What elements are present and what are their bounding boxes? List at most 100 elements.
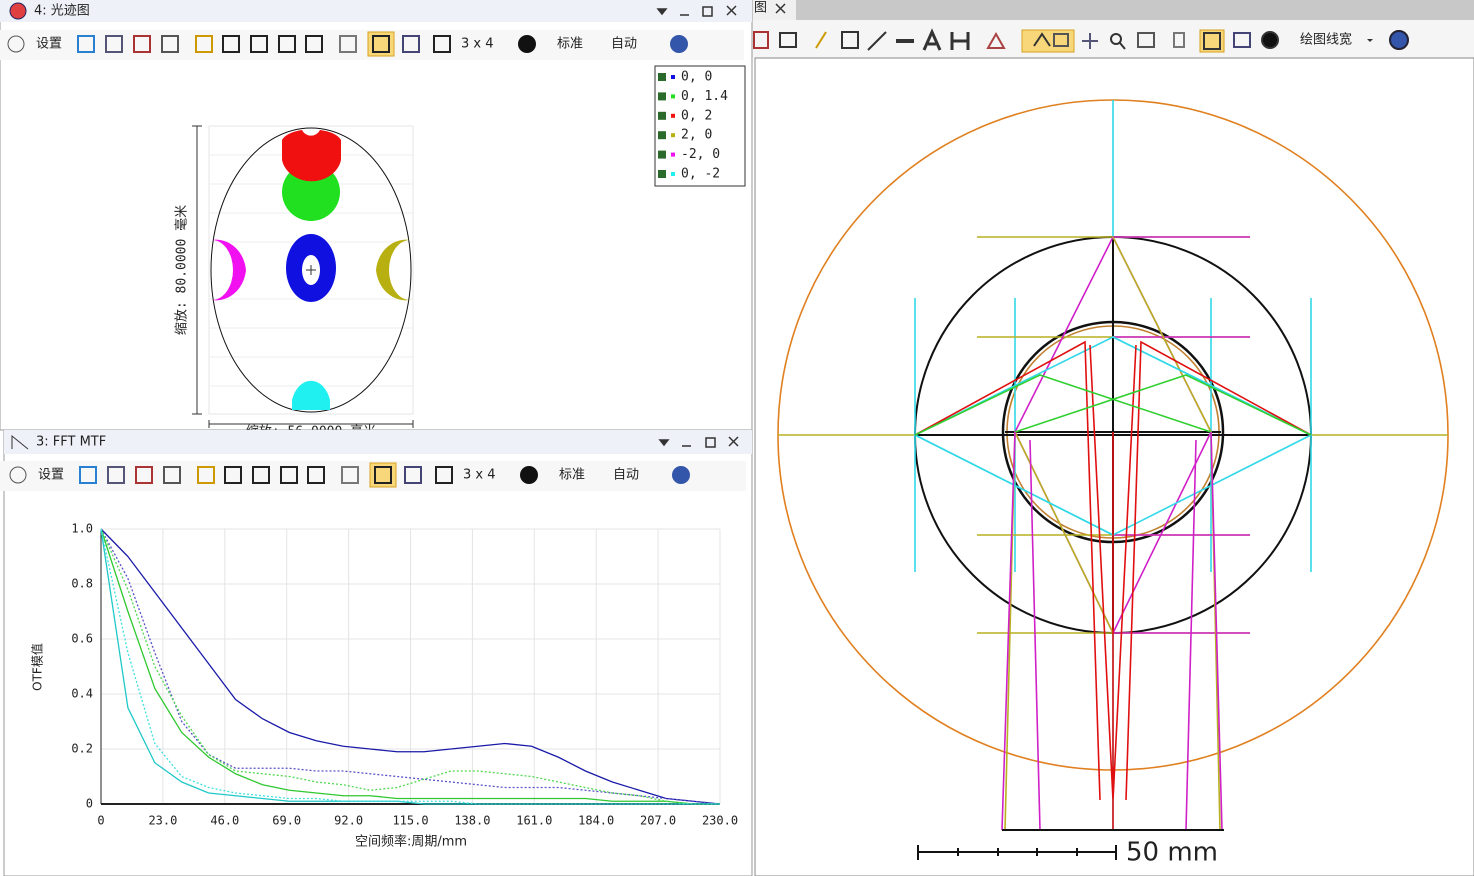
window-buttons[interactable] xyxy=(658,436,739,448)
legend-checkbox xyxy=(658,170,666,178)
toolbar-icon xyxy=(197,466,215,484)
toolbar-icon xyxy=(374,466,392,484)
tab-label: 图 xyxy=(754,1,767,16)
auto-button[interactable]: 自动 xyxy=(613,468,639,483)
legend-swatch xyxy=(671,94,675,99)
toolbar-icon xyxy=(135,466,153,484)
legend xyxy=(654,65,746,187)
y-tick-label: 0.6 xyxy=(71,632,93,646)
spot-window: 4: 光迹图 设置 3 x 4 标准 自动 缩放: 80.0000 毫米 缩放:… xyxy=(0,0,753,440)
toolbar-icon xyxy=(518,35,536,53)
toolbar-icon xyxy=(252,466,270,484)
toolbar-icon xyxy=(435,466,453,484)
settings-icon xyxy=(9,466,27,484)
tab-bar xyxy=(752,0,1474,20)
y-tick-label: 0.4 xyxy=(71,687,93,701)
mtf-curve xyxy=(100,528,720,805)
toolbar-icon xyxy=(105,35,123,53)
toolbar-icon xyxy=(250,35,268,53)
toolbar xyxy=(752,20,1474,58)
legend-swatch xyxy=(671,133,675,138)
y-tick-label: 1.0 xyxy=(71,522,93,536)
x-axis-label: 空间频率:周期/mm xyxy=(355,834,467,850)
dropdown-arrow xyxy=(1367,39,1373,42)
x-tick-label: 115.0 xyxy=(392,814,428,828)
toolbar-icon xyxy=(341,466,359,484)
legend-checkbox xyxy=(658,150,666,159)
toolbar-icon xyxy=(280,466,298,484)
auto-button[interactable]: 自动 xyxy=(611,37,637,52)
x-tick-label: 138.0 xyxy=(454,814,490,828)
legend-checkbox xyxy=(658,92,666,101)
toolbar-icon xyxy=(107,466,125,484)
x-tick-label: 92.0 xyxy=(334,814,363,828)
layout-button[interactable]: 3 x 4 xyxy=(463,468,496,483)
legend-checkbox xyxy=(658,131,666,140)
toolbar xyxy=(0,461,746,491)
legend-swatch xyxy=(671,152,675,157)
scale-bar xyxy=(917,845,1117,860)
toolbar-icon xyxy=(672,466,690,484)
window-icon xyxy=(9,2,27,20)
x-tick-label: 69.0 xyxy=(272,814,301,828)
toolbar-icon xyxy=(133,35,151,53)
toolbar-icon xyxy=(195,35,213,53)
toolbar-icon xyxy=(161,35,179,53)
legend-checkbox xyxy=(658,111,666,120)
x-tick-label: 46.0 xyxy=(210,814,239,828)
toolbar-icon xyxy=(278,35,296,53)
legend-label: 2, 0 xyxy=(681,128,712,143)
toolbar-icon xyxy=(79,466,97,484)
toolbar xyxy=(0,30,744,60)
toolbar-icon xyxy=(433,35,451,53)
toolbar-icon xyxy=(224,466,242,484)
settings-icon xyxy=(7,35,25,53)
y-scale-label: 缩放: 80.0000 毫米 xyxy=(174,205,190,335)
y-axis-label: OTF模值 xyxy=(30,643,45,691)
mtf-bg xyxy=(3,429,753,876)
y-tick-label: 0.8 xyxy=(71,577,93,591)
settings-button[interactable]: 设置 xyxy=(36,37,62,52)
legend-label: 0, 2 xyxy=(681,108,712,123)
y-tick-label: 0.2 xyxy=(71,742,93,756)
layout-canvas xyxy=(754,57,1474,876)
toolbar-icon xyxy=(339,35,357,53)
layout-window: 图 绘图线宽 50 xyxy=(752,0,1474,876)
legend-label: 0, 1.4 xyxy=(681,89,728,104)
mtf-curve xyxy=(100,528,720,805)
toolbar-icon xyxy=(372,35,390,53)
layout-drawing xyxy=(777,99,1449,831)
spots xyxy=(212,130,410,410)
window-buttons[interactable] xyxy=(656,5,737,17)
layout-button[interactable]: 3 x 4 xyxy=(461,37,494,52)
x-tick-label: 207.0 xyxy=(640,814,676,828)
toolbar-icon xyxy=(222,35,240,53)
y-tick-label: 0 xyxy=(86,797,93,811)
toolbar-icon xyxy=(305,35,323,53)
legend-swatch xyxy=(671,75,675,79)
standard-button[interactable]: 标准 xyxy=(557,37,583,52)
scale-label: 50 mm xyxy=(1126,838,1218,868)
y-scale-bar xyxy=(192,125,202,415)
toolbar-icons xyxy=(753,28,1409,53)
legend-label: -2, 0 xyxy=(681,147,720,162)
toolbar-icon xyxy=(163,466,181,484)
settings-button[interactable]: 设置 xyxy=(38,468,64,483)
legend-swatch xyxy=(671,172,675,176)
tab-close[interactable] xyxy=(775,3,786,14)
toolbar-icon xyxy=(307,466,325,484)
mtf-curve xyxy=(100,528,721,805)
airy-ellipse xyxy=(210,127,412,413)
standard-button[interactable]: 标准 xyxy=(559,468,585,483)
x-tick-label: 184.0 xyxy=(578,814,614,828)
mtf-window: 3: FFT MTF 设置 3 x 4 标准 自动 0 0.2 0.4 0.6 0.8 1… xyxy=(0,429,753,876)
window-icon xyxy=(11,434,29,450)
line-width-button[interactable]: 绘图线宽 xyxy=(1300,32,1352,48)
toolbar-icon xyxy=(520,466,538,484)
legend-entries: 0, 0 0, 1.4 0, 2 2, 0 -2, 0 0, -2 xyxy=(658,70,728,182)
x-tick-label: 23.0 xyxy=(148,814,177,828)
x-scale-bar xyxy=(208,420,414,428)
window-title: 4: 光迹图 xyxy=(34,4,90,19)
mtf-chart: 0 0.2 0.4 0.6 0.8 1.0 0 23.0 46.0 69.0 92.0 115.0 13… xyxy=(30,522,739,850)
